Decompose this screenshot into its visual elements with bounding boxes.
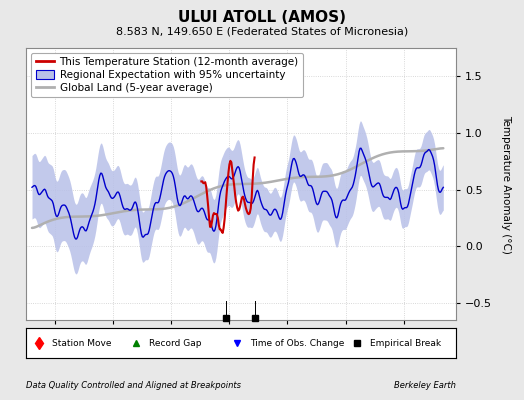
Text: Berkeley Earth: Berkeley Earth (394, 381, 456, 390)
Legend: This Temperature Station (12-month average), Regional Expectation with 95% uncer: This Temperature Station (12-month avera… (31, 53, 303, 97)
Text: Empirical Break: Empirical Break (370, 338, 441, 348)
Text: Time of Obs. Change: Time of Obs. Change (249, 338, 344, 348)
Y-axis label: Temperature Anomaly (°C): Temperature Anomaly (°C) (501, 114, 511, 254)
Text: Data Quality Controlled and Aligned at Breakpoints: Data Quality Controlled and Aligned at B… (26, 381, 241, 390)
Text: ULUI ATOLL (AMOS): ULUI ATOLL (AMOS) (178, 10, 346, 25)
Text: Station Move: Station Move (52, 338, 112, 348)
Text: 8.583 N, 149.650 E (Federated States of Micronesia): 8.583 N, 149.650 E (Federated States of … (116, 26, 408, 36)
Text: Record Gap: Record Gap (149, 338, 201, 348)
